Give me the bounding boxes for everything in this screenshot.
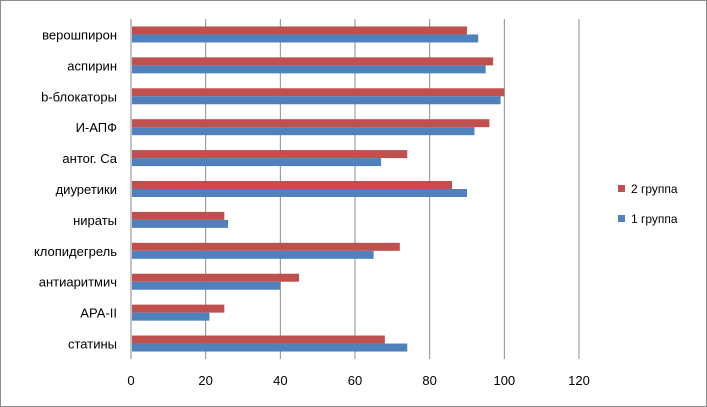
category-labels: верошпирон аспирин b-блокаторы И-АПФ антог. … [34,27,118,351]
bar-group1 [132,96,501,105]
bar-group1 [132,250,374,259]
category-label: И-АПФ [76,120,118,135]
x-tick-label: 40 [273,373,287,388]
category-label: клопидегрель [34,244,117,259]
bar-group2 [132,88,505,97]
category-label: нираты [73,213,117,228]
category-label: антог. Са [62,151,117,166]
bar-group2 [132,273,299,282]
x-tick-label: 60 [348,373,362,388]
category-label: аспирин [67,58,117,73]
bar-group1 [132,65,486,74]
bar-group2 [132,26,467,35]
bar-group2 [132,57,494,66]
bar-group2 [132,211,225,220]
category-label: диуретики [56,182,117,197]
x-tick-label: 20 [198,373,212,388]
legend: 2 группа 1 группа [618,182,678,226]
bar-group1 [132,343,408,352]
legend-label: 1 группа [631,212,678,226]
bar-group1 [132,189,467,197]
bar-group2 [132,335,385,344]
x-tick-label: 120 [568,373,590,388]
x-tick-label: 0 [127,373,134,388]
legend-swatch [618,215,625,222]
legend-label: 2 группа [631,182,678,196]
category-label: АРА-II [80,306,117,321]
bars [132,26,505,352]
bar-group1 [132,312,210,321]
bar-group2 [132,119,490,128]
category-label: статины [68,337,117,352]
bar-group2 [132,304,225,313]
bar-group1 [132,219,229,228]
bar-group2 [132,242,400,251]
legend-swatch [618,185,625,192]
x-axis-ticks: 0 20 40 60 80 100 120 [127,373,589,388]
bar-group2 [132,150,408,159]
category-label: b-блокаторы [41,89,117,104]
bar-group1 [132,127,475,136]
x-tick-label: 100 [493,373,515,388]
category-label: антиаритмич [39,275,117,290]
bar-group1 [132,281,281,290]
x-tick-label: 80 [422,373,436,388]
bar-group2 [132,181,453,189]
category-label: верошпирон [42,27,117,42]
bar-group1 [132,158,382,167]
bar-group1 [132,34,479,43]
